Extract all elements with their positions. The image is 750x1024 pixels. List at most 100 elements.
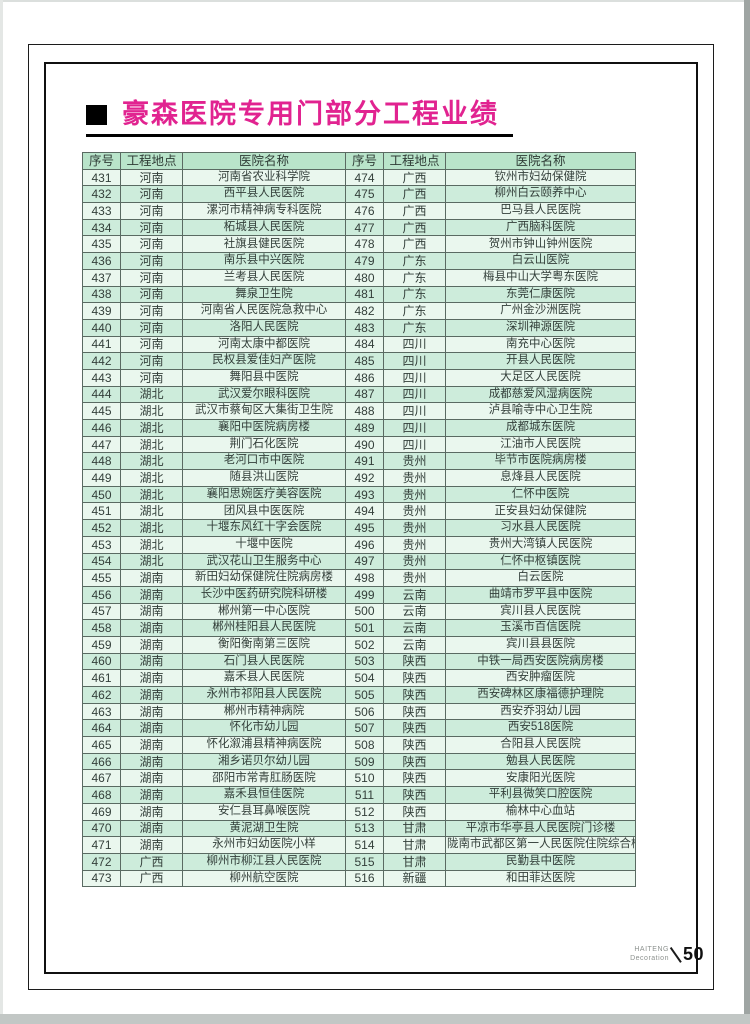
table-row: 464 湖南 怀化市幼儿园 507 陕西 西安518医院 (82, 719, 636, 738)
hospital-cell: 郴州第一中心医院 (182, 602, 346, 621)
hospital-cell: 白云山医院 (445, 252, 636, 270)
hospital-cell: 西安518医院 (445, 719, 636, 738)
serial-cell: 498 (345, 569, 384, 587)
page-footer: HAITENG Decoration 50 (616, 944, 704, 965)
footer-brand-line1: HAITENG (634, 946, 669, 954)
hospital-cell: 安仁县耳鼻喉医院 (182, 802, 346, 821)
serial-cell: 443 (82, 368, 121, 387)
location-cell: 河南 (120, 168, 183, 187)
serial-cell: 513 (345, 819, 384, 838)
hospital-cell: 成都慈爱风湿病医院 (445, 385, 636, 404)
location-cell: 湖北 (120, 502, 183, 521)
hospital-cell: 十堰东风红十字会医院 (182, 519, 346, 537)
hospital-cell: 襄阳中医院病房楼 (182, 419, 346, 437)
serial-cell: 514 (345, 836, 384, 854)
hospital-cell: 梅县中山大学粤东医院 (445, 268, 636, 287)
projects-table-container: 序号 工程地点 医院名称 序号 工程地点 医院名称 431 河南 河南省农业科学院 4… (82, 152, 636, 888)
table-row: 431 河南 河南省农业科学院 474 广西 钦州市妇幼保健院 (82, 168, 636, 187)
location-cell: 河南 (120, 218, 183, 237)
page-inner-frame (44, 62, 698, 974)
location-cell: 广东 (383, 252, 446, 270)
serial-cell: 489 (345, 419, 384, 437)
location-cell: 陕西 (383, 652, 446, 671)
serial-cell: 506 (345, 702, 384, 721)
location-cell: 湖南 (120, 719, 183, 738)
serial-cell: 503 (345, 652, 384, 671)
serial-cell: 454 (82, 552, 121, 571)
table-header-row: 序号 工程地点 医院名称 序号 工程地点 医院名称 (82, 152, 636, 170)
hospital-cell: 仁怀中枢镇医院 (445, 552, 636, 571)
hospital-cell: 江油市人民医院 (445, 435, 636, 454)
serial-cell: 466 (82, 752, 121, 771)
table-row: 432 河南 西平县人民医院 475 广西 柳州白云颐养中心 (82, 185, 636, 204)
table-row: 443 河南 舞阳县中医院 486 四川 大足区人民医院 (82, 368, 636, 387)
photo-edge-left (0, 0, 3, 1024)
serial-cell: 515 (345, 852, 384, 871)
location-cell: 河南 (120, 318, 183, 337)
table-row: 457 湖南 郴州第一中心医院 500 云南 宾川县人民医院 (82, 602, 636, 621)
location-cell: 河南 (120, 302, 183, 320)
location-cell: 四川 (383, 435, 446, 454)
hospital-cell: 武汉花山卫生服务中心 (182, 552, 346, 571)
table-row: 460 湖南 石门县人民医院 503 陕西 中铁一局西安医院病房楼 (82, 652, 636, 671)
hospital-cell: 钦州市妇幼保健院 (445, 168, 636, 187)
location-cell: 湖南 (120, 585, 183, 604)
column-header-location-left: 工程地点 (120, 152, 183, 170)
location-cell: 广西 (383, 168, 446, 187)
serial-cell: 477 (345, 218, 384, 237)
hospital-cell: 曲靖市罗平县中医院 (445, 585, 636, 604)
serial-cell: 444 (82, 385, 121, 404)
location-cell: 广东 (383, 302, 446, 320)
hospital-cell: 兰考县人民医院 (182, 268, 346, 287)
location-cell: 广西 (383, 235, 446, 254)
table-row: 441 河南 河南太康中都医院 484 四川 南充中心医院 (82, 335, 636, 354)
hospital-cell: 洛阳人民医院 (182, 318, 346, 337)
serial-cell: 481 (345, 285, 384, 304)
serial-cell: 485 (345, 352, 384, 370)
serial-cell: 442 (82, 352, 121, 370)
hospital-cell: 合阳县人民医院 (445, 736, 636, 754)
hospital-cell: 永州市祁阳县人民医院 (182, 686, 346, 704)
location-cell: 云南 (383, 602, 446, 621)
hospital-cell: 柘城县人民医院 (182, 218, 346, 237)
serial-cell: 495 (345, 519, 384, 537)
table-row: 473 广西 柳州航空医院 516 新疆 和田菲达医院 (82, 869, 636, 888)
location-cell: 湖南 (120, 736, 183, 754)
location-cell: 贵州 (383, 552, 446, 571)
location-cell: 河南 (120, 235, 183, 254)
location-cell: 四川 (383, 368, 446, 387)
location-cell: 四川 (383, 402, 446, 420)
location-cell: 陕西 (383, 769, 446, 788)
serial-cell: 467 (82, 769, 121, 788)
column-header-hospital-right: 医院名称 (445, 152, 636, 170)
serial-cell: 490 (345, 435, 384, 454)
serial-cell: 463 (82, 702, 121, 721)
hospital-cell: 永州市妇幼医院小样 (182, 836, 346, 854)
hospital-cell: 仁怀中医院 (445, 485, 636, 504)
hospital-cell: 勉县人民医院 (445, 752, 636, 771)
hospital-cell: 石门县人民医院 (182, 652, 346, 671)
serial-cell: 445 (82, 402, 121, 420)
page-number: 50 (682, 944, 704, 964)
location-cell: 湖南 (120, 802, 183, 821)
location-cell: 四川 (383, 419, 446, 437)
serial-cell: 436 (82, 252, 121, 270)
serial-cell: 435 (82, 235, 121, 254)
serial-cell: 472 (82, 852, 121, 871)
location-cell: 河南 (120, 252, 183, 270)
hospital-cell: 白云医院 (445, 569, 636, 587)
hospital-cell: 邵阳市常青肛肠医院 (182, 769, 346, 788)
serial-cell: 494 (345, 502, 384, 521)
serial-cell: 505 (345, 686, 384, 704)
serial-cell: 460 (82, 652, 121, 671)
serial-cell: 502 (345, 635, 384, 654)
hospital-cell: 深圳神源医院 (445, 318, 636, 337)
location-cell: 云南 (383, 585, 446, 604)
serial-cell: 508 (345, 736, 384, 754)
location-cell: 河南 (120, 352, 183, 370)
hospital-cell: 武汉爱尔眼科医院 (182, 385, 346, 404)
location-cell: 贵州 (383, 485, 446, 504)
projects-table: 序号 工程地点 医院名称 序号 工程地点 医院名称 431 河南 河南省农业科学院 4… (82, 152, 636, 888)
serial-cell: 449 (82, 469, 121, 487)
